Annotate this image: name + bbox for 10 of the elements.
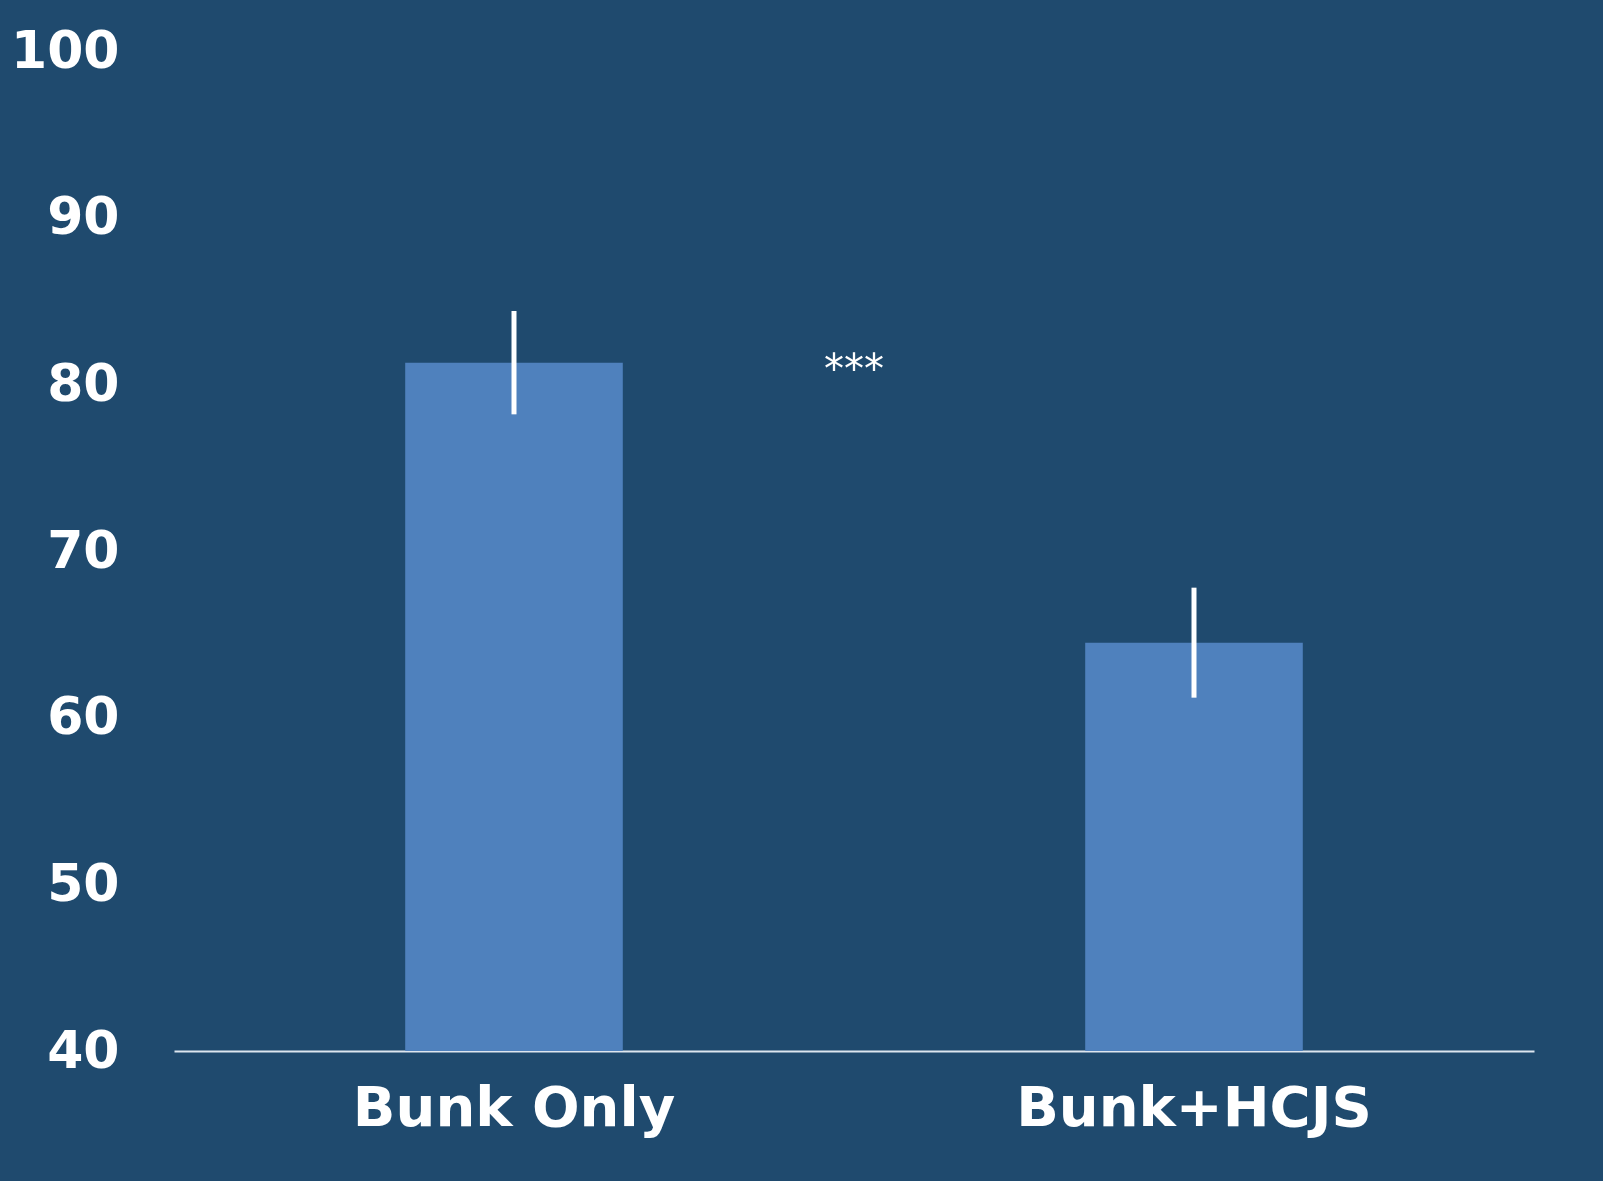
y-tick-label: 100 (10, 19, 120, 80)
x-tick-label: Bunk Only (352, 1073, 676, 1139)
y-tick-label: 60 (47, 686, 120, 747)
y-tick-label: 40 (47, 1019, 120, 1080)
x-tick-label: Bunk+HCJS (1016, 1073, 1372, 1139)
y-tick-label: 90 (47, 186, 120, 247)
annotation: *** (824, 346, 884, 392)
y-tick-label: 80 (47, 352, 120, 413)
y-tick-label: 50 (47, 852, 120, 913)
y-tick-label: 70 (47, 519, 120, 580)
